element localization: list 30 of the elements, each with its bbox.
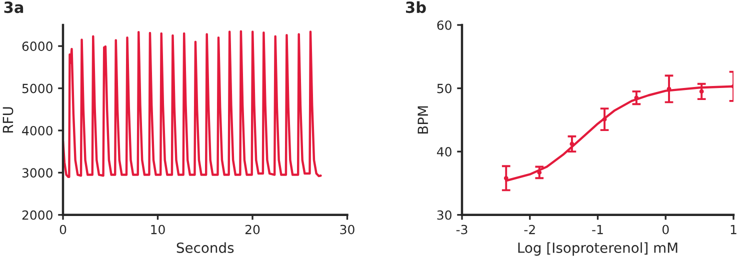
x-axis-title: Seconds [176,242,234,253]
y-tick-label: 60 [437,20,452,30]
point [570,142,574,146]
x-tick-label: -1 [592,224,603,234]
point [699,89,704,94]
y-tick-label: 6000 [22,42,52,52]
x-axis-title: Log [Isoproterenol] mM [518,242,678,256]
x-tick-label: -3 [456,224,468,234]
y-tick-label: 4000 [22,126,52,136]
y-axis-title: RFU [2,107,14,132]
line-series [63,30,322,178]
point [602,117,607,122]
x-tick-label: 0 [60,224,66,234]
x-tick-label: 30 [340,224,354,234]
y-tick-label: 40 [436,147,452,156]
x-tick-label: 0 [662,224,669,234]
y-tick-label: 3000 [22,168,52,178]
point [537,170,542,175]
x-tick-label: 20 [245,224,260,234]
x-tick-label: 1 [730,224,736,234]
y-tick-label: 50 [437,84,452,94]
x-tick-label: -2 [524,224,535,234]
y-tick-label: 5000 [22,84,52,94]
point [504,176,508,180]
chart-title: 3a [4,2,24,14]
y-tick-label: 2000 [22,210,52,220]
chart-title: 3b [406,1,426,14]
y-tick-label: 30 [437,210,452,220]
y-axis-title: BPM [418,106,428,134]
x-tick-label: 10 [151,224,165,234]
